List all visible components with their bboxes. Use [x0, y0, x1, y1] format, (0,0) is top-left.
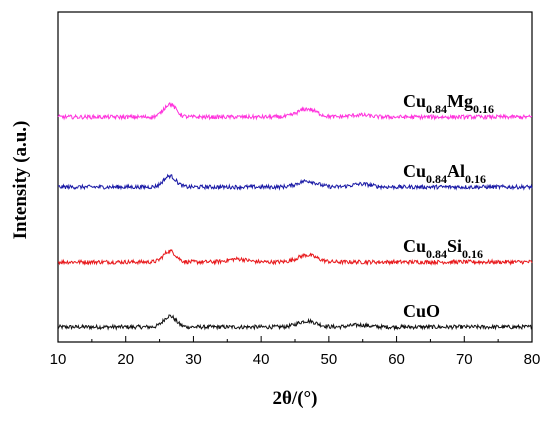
series-label-1: Cu0.84Si0.16: [403, 236, 483, 261]
series-label-part: Cu: [403, 236, 426, 256]
series-label-part: Al: [447, 161, 465, 181]
x-tick-label: 60: [388, 351, 405, 368]
series-label-part: Mg: [447, 91, 473, 111]
x-tick-label: 70: [456, 351, 473, 368]
series-label-part: CuO: [403, 301, 440, 321]
traces: [57, 102, 533, 331]
x-tick-label: 40: [253, 351, 270, 368]
trace-series-3: [57, 102, 533, 121]
series-label-part: Cu: [403, 91, 426, 111]
y-axis-title: Intensity (a.u.): [10, 121, 31, 240]
x-tick-label: 10: [50, 351, 67, 368]
series-label-subscript: 0.84: [426, 102, 447, 116]
series-label-subscript: 0.84: [426, 247, 447, 261]
series-label-0: CuO: [403, 301, 440, 321]
x-axis: 10 20 30 40 50 60 70 80: [50, 336, 541, 368]
x-tick-label: 30: [185, 351, 202, 368]
x-tick-label: 20: [117, 351, 134, 368]
trace-series-1: [57, 249, 533, 266]
trace-series-2: [57, 173, 533, 191]
series-label-subscript: 0.16: [465, 172, 486, 186]
x-tick-label: 50: [321, 351, 338, 368]
series-label-3: Cu0.84Mg0.16: [403, 91, 494, 116]
trace-series-0: [57, 314, 533, 331]
series-label-subscript: 0.84: [426, 172, 447, 186]
series-label-subscript: 0.16: [473, 102, 494, 116]
series-label-subscript: 0.16: [462, 247, 483, 261]
x-axis-title: 2θ/(°): [273, 388, 318, 409]
x-tick-label: 80: [524, 351, 541, 368]
series-label-2: Cu0.84Al0.16: [403, 161, 486, 186]
series-label-part: Cu: [403, 161, 426, 181]
series-label-part: Si: [447, 236, 462, 256]
